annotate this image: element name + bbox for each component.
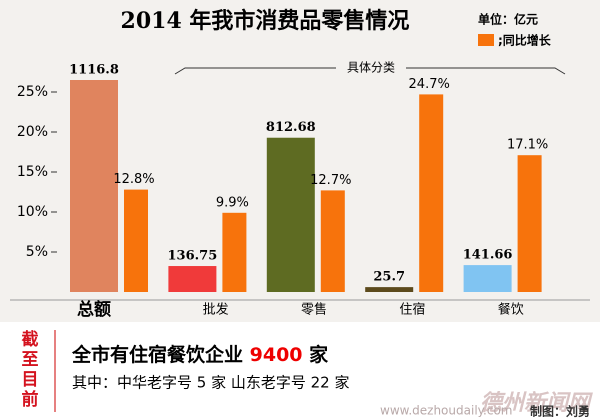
y-tick-label: 25%: [17, 84, 48, 100]
growth-label: 12.7%: [310, 173, 351, 188]
amount-bar: [168, 266, 217, 292]
x-tick-label: 批发: [203, 302, 229, 318]
credit: 制图：刘勇: [530, 404, 590, 419]
growth-bar: [517, 155, 542, 292]
amount-bar: [365, 287, 414, 292]
growth-label: 24.7%: [409, 77, 450, 92]
y-tick-label: 20%: [17, 124, 48, 140]
amount-bar: [266, 137, 315, 292]
note-panel: [0, 322, 600, 420]
x-tick-label: 总额: [77, 299, 111, 320]
y-tick-label: 15%: [17, 164, 48, 180]
amount-label: 812.68: [266, 120, 316, 135]
note-part: 家: [303, 343, 330, 366]
note-line1: 全市有住宿餐饮企业 9400 家: [71, 343, 329, 366]
y-tick-label: 10%: [17, 204, 48, 220]
amount-label: 25.7: [373, 270, 405, 285]
side-label: 前: [22, 389, 39, 410]
growth-bar: [222, 212, 247, 292]
x-tick-label: 零售: [301, 302, 327, 318]
growth-label: 9.9%: [216, 195, 249, 210]
amount-bar: [70, 79, 118, 293]
growth-bar: [320, 190, 345, 292]
x-tick-label: 住宿: [399, 302, 425, 318]
watermark-url: www.dezhoudaily.com: [380, 404, 512, 418]
y-tick-label: 5%: [26, 244, 48, 260]
legend-label: ;同比增长: [498, 33, 552, 48]
x-tick-label: 餐饮: [498, 302, 524, 318]
note-line2: 其中：中华老字号 5 家 山东老字号 22 家: [72, 374, 349, 392]
amount-label: 141.66: [463, 248, 513, 263]
amount-label: 136.75: [168, 249, 218, 264]
side-label: 至: [22, 350, 39, 370]
growth-label: 17.1%: [507, 138, 548, 153]
side-label: 目: [22, 370, 39, 390]
group-label-bg: [336, 60, 406, 76]
amount-label: 1116.8: [69, 62, 119, 77]
note-part: 全市有住宿餐饮企业: [71, 343, 250, 366]
watermark: 德州新闻网: [480, 390, 593, 416]
growth-bar: [419, 94, 444, 293]
growth-label: 12.8%: [113, 172, 154, 187]
legend-swatch: [478, 34, 494, 46]
side-label: 截: [22, 329, 39, 350]
chart-title: 2014 年我市消费品零售情况: [121, 8, 410, 34]
note-number: 9400: [250, 344, 303, 366]
amount-bar: [463, 265, 512, 292]
growth-bar: [124, 189, 148, 292]
group-label: 具体分类: [347, 61, 395, 75]
legend-label: 单位：亿元: [478, 12, 538, 27]
